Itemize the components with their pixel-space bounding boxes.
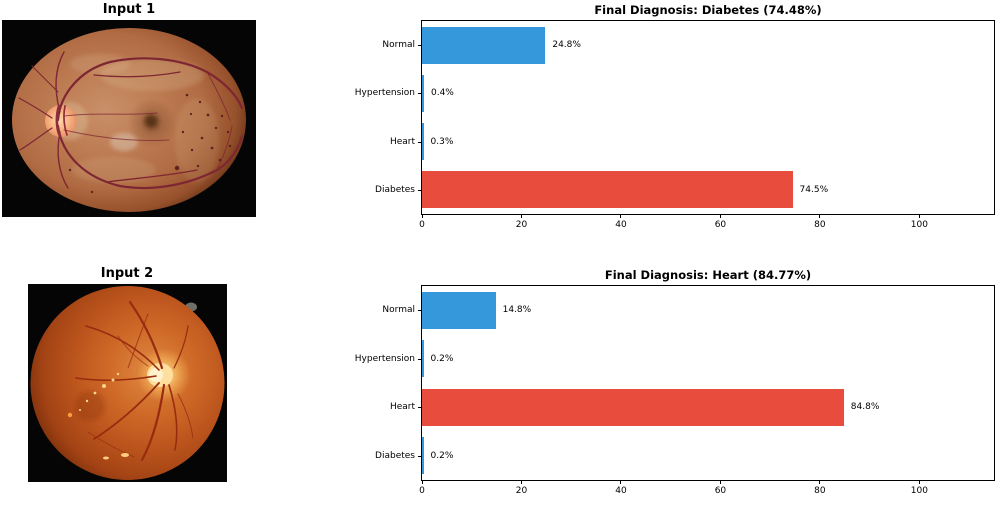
fundus-photo-2 (28, 284, 227, 482)
value-label-diabetes: 0.2% (430, 450, 454, 461)
ytick-mark (418, 141, 422, 143)
diagnosis-chart-2: Final Diagnosis: Heart (84.77%) 14.8% Nor… (355, 268, 995, 496)
xtick-mark (520, 480, 522, 484)
fovea (144, 114, 158, 128)
ytick-mark (418, 455, 422, 457)
xtick-mark (620, 214, 622, 218)
optic-disc (45, 105, 77, 137)
blood-vessels (75, 300, 194, 462)
xtick-label: 80 (814, 220, 826, 230)
value-label-hypertension: 0.2% (430, 353, 454, 364)
ytick-label-heart: Heart (389, 402, 415, 413)
retina-mottling (70, 54, 219, 183)
xtick-label: 60 (714, 220, 727, 230)
xtick-mark (719, 480, 721, 484)
value-label-heart: 84.8% (850, 402, 880, 413)
bar-heart (422, 388, 844, 426)
xtick-label: 0 (419, 486, 425, 496)
xtick-mark (819, 480, 821, 484)
ytick-mark (418, 407, 422, 409)
ytick-mark (418, 45, 422, 47)
ytick-label-heart: Heart (389, 136, 415, 147)
ytick-mark (418, 93, 422, 95)
exudate-spots (67, 372, 129, 460)
input2-fundus-image (28, 284, 227, 482)
bar-hypertension (422, 340, 424, 378)
xtick-mark (421, 214, 423, 218)
ytick-mark (418, 310, 422, 312)
disc-vessels (55, 104, 68, 138)
xtick-mark (719, 214, 721, 218)
value-label-hypertension: 0.4% (430, 88, 454, 99)
xtick-label: 80 (814, 486, 826, 496)
input2-title: Input 2 (100, 266, 154, 281)
xtick-mark (918, 480, 920, 484)
ytick-label-diabetes: Diabetes (375, 184, 415, 195)
bar-normal (422, 26, 546, 64)
macula (75, 391, 105, 421)
ytick-mark (418, 358, 422, 360)
xtick-label: 20 (515, 220, 528, 230)
chart1-plot-area: 24.8% Normal 0.4% Hypertension 0.3% Heart 74.5… (355, 20, 995, 230)
optic-cup (149, 368, 163, 382)
bar-diabetes (422, 171, 793, 209)
ytick-label-normal: Normal (382, 40, 415, 51)
xtick-label: 60 (714, 486, 727, 496)
xtick-mark (620, 480, 622, 484)
diagnosis-chart-1: Final Diagnosis: Diabetes (74.48%) 24.8%… (355, 3, 995, 230)
xtick-label: 40 (615, 220, 627, 230)
xtick-label: 100 (910, 220, 928, 230)
xtick-label: 40 (615, 486, 627, 496)
xtick-mark (918, 214, 920, 218)
chart2-title: Final Diagnosis: Heart (84.77%) (604, 268, 812, 282)
xtick-label: 0 (419, 220, 425, 230)
bar-heart (422, 123, 424, 161)
bar-diabetes (422, 437, 424, 475)
value-label-normal: 24.8% (552, 40, 581, 51)
xtick-mark (819, 214, 821, 218)
fundus-photo-1 (2, 20, 256, 217)
xtick-mark (520, 214, 522, 218)
retinal-lesion-dots (68, 93, 232, 194)
retina-area (30, 286, 225, 480)
ytick-label-normal: Normal (382, 305, 415, 316)
ytick-label-diabetes: Diabetes (375, 450, 415, 461)
xtick-mark (421, 480, 423, 484)
ytick-label-hypertension: Hypertension (354, 88, 415, 99)
value-label-diabetes: 74.5% (799, 184, 829, 195)
ytick-label-hypertension: Hypertension (354, 353, 415, 364)
bar-normal (422, 291, 496, 329)
input1-fundus-image (2, 20, 256, 217)
value-label-normal: 14.8% (502, 305, 532, 316)
bar-hypertension (422, 74, 424, 112)
blood-vessels (18, 51, 244, 190)
chart2-plot-area: 14.8% Normal 0.2% Hypertension 84.8% Heart 0.2… (355, 285, 995, 496)
value-label-heart: 0.3% (430, 136, 454, 147)
xtick-label: 20 (515, 486, 528, 496)
ytick-mark (418, 189, 422, 191)
input1-title: Input 1 (102, 2, 156, 17)
xtick-label: 100 (910, 486, 928, 496)
chart1-title: Final Diagnosis: Diabetes (74.48%) (594, 3, 822, 17)
